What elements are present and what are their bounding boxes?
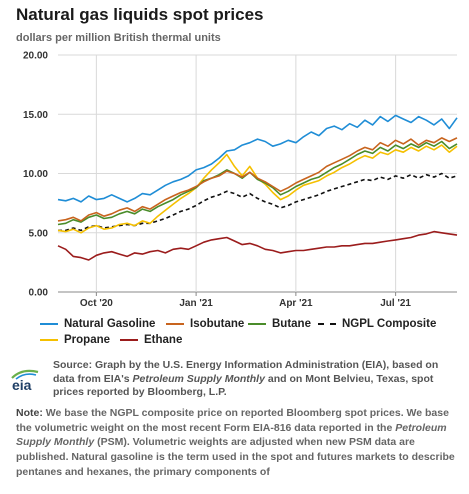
legend-swatch [40, 323, 58, 325]
legend-swatch [318, 323, 336, 325]
series-line-ethane [57, 230, 458, 261]
line-chart: 0.00 5.00 10.00 15.00 20.00 Oct '20 Jan '21 Ap… [23, 51, 458, 309]
legend-label: Natural Gasoline [64, 318, 156, 330]
source-part: Source: Graph by the U.S. Energy Informa… [53, 359, 439, 385]
note-publication: Petroleum Supply Monthly [16, 421, 447, 449]
legend-item-butane: Butane [248, 318, 311, 330]
legend-item-ngpl-composite: NGPL Composite [318, 318, 436, 330]
series-line-butane [57, 140, 458, 226]
chart-title: Natural gas liquids spot prices [16, 5, 264, 24]
x-tick-label: Jan '21 [179, 298, 213, 309]
source-text: Source: Graph by the U.S. Energy Informa… [53, 359, 459, 400]
source-part: and on Mont Belvieu, Texas, spot prices … [53, 372, 434, 399]
legend-label: Isobutane [190, 318, 245, 330]
source-publication: Petroleum Supply Monthly [132, 372, 265, 385]
legend-swatch [120, 339, 138, 341]
legend-label: Butane [272, 318, 311, 330]
y-axis: 0.00 5.00 10.00 15.00 20.00 [23, 51, 48, 299]
legend-item-natural-gasoline: Natural Gasoline [40, 318, 155, 330]
eia-logo-text: eia [12, 377, 32, 392]
legend-label: Propane [64, 334, 111, 346]
legend-item-propane: Propane [40, 334, 110, 346]
legend-item-ethane: Ethane [120, 334, 182, 346]
note-part: We base the NGPL composite price on repo… [16, 407, 449, 434]
x-axis: Oct '20 Jan '21 Apr '21 Jul '21 [80, 292, 411, 309]
x-tick-label: Oct '20 [80, 298, 113, 309]
y-tick-label: 5.00 [29, 228, 49, 239]
series-line-natural-gasoline [57, 114, 458, 203]
note-label: Note: [16, 407, 43, 419]
y-tick-label: 20.00 [23, 51, 48, 62]
chart-subtitle: dollars per million British thermal unit… [16, 32, 221, 44]
legend-label: Ethane [144, 334, 183, 346]
chart-grid [58, 54, 457, 293]
legend-label: NGPL Composite [342, 318, 437, 330]
series-line-propane [57, 144, 458, 234]
note-part: (PSM). Volumetric weights are adjusted w… [16, 436, 455, 478]
y-tick-label: 15.00 [23, 110, 48, 121]
y-tick-label: 10.00 [23, 169, 48, 180]
legend-swatch [248, 323, 266, 325]
y-tick-label: 0.00 [29, 288, 49, 299]
series-line-isobutane [57, 137, 458, 222]
legend-swatch [166, 323, 184, 325]
x-tick-label: Jul '21 [380, 298, 411, 309]
legend-item-isobutane: Isobutane [166, 318, 244, 330]
chart-series [57, 114, 458, 261]
series-line-ngpl-composite [58, 172, 458, 232]
x-tick-label: Apr '21 [279, 298, 313, 309]
note-text: Note: We base the NGPL composite price o… [16, 406, 461, 494]
eia-logo: eia [11, 369, 39, 392]
legend-swatch [40, 339, 58, 341]
